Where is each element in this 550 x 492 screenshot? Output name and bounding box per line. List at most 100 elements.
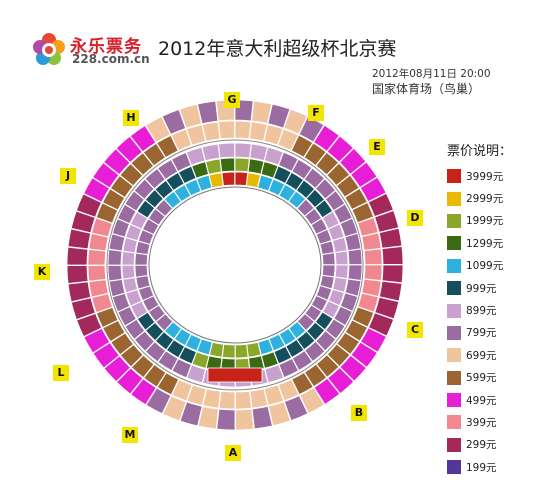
seat-section (264, 146, 284, 166)
seat-section (303, 142, 327, 166)
seat-section (304, 363, 328, 388)
legend-item: 1999元 (447, 210, 547, 232)
seat-section (347, 264, 363, 281)
legend-swatch (447, 191, 461, 206)
seat-section (368, 312, 395, 337)
seat-section (144, 167, 166, 190)
seat-section (367, 192, 394, 218)
seat-section (109, 175, 134, 198)
seat-section (249, 121, 268, 142)
seat-section (216, 408, 236, 431)
seat-section (102, 188, 126, 211)
seat-section (283, 395, 309, 422)
seat-section (119, 163, 144, 187)
seat-section (83, 177, 110, 203)
seat-section (339, 217, 359, 238)
seat-section (162, 395, 187, 422)
seat-section (92, 342, 120, 369)
gate-c-label: C (407, 322, 423, 338)
seat-section (334, 250, 349, 266)
seat-section (263, 384, 285, 406)
seat-section (326, 135, 354, 163)
seat-section (336, 332, 361, 355)
seat-section (350, 161, 378, 188)
logo-flower-icon (33, 33, 65, 65)
seat-section (145, 387, 172, 415)
legend-item: 1099元 (447, 255, 547, 277)
event-venue: 国家体育场（鸟巢） (372, 82, 481, 96)
seat-section (251, 405, 273, 430)
seat-section (156, 134, 179, 159)
seat-section (124, 318, 146, 340)
seat-section (350, 341, 378, 368)
logo-name: 永乐票务 (70, 37, 142, 57)
seat-section (315, 330, 337, 352)
seat-section (102, 320, 126, 343)
seat-section (361, 232, 382, 251)
seat-section (374, 209, 400, 233)
seat-section (303, 167, 326, 189)
seat-section (171, 379, 193, 402)
seat-section (66, 265, 89, 284)
seat-section (171, 358, 192, 379)
seat-section (142, 142, 166, 167)
seat-section (111, 292, 131, 313)
seat-section (177, 165, 197, 185)
legend-label: 899元 (466, 305, 497, 318)
seat-section (185, 146, 206, 166)
seat-section (121, 251, 136, 266)
seat-section (117, 203, 137, 225)
legend-item: 999元 (447, 277, 547, 299)
seat-section (324, 190, 346, 212)
seat-section (291, 350, 313, 371)
seat-section (313, 124, 340, 152)
seat-section (344, 187, 368, 210)
seat-section (191, 351, 210, 369)
seat-section (378, 227, 403, 249)
seat-section (191, 161, 209, 179)
seat-section (336, 174, 360, 198)
seat-section (179, 401, 203, 427)
seat-section (315, 354, 340, 378)
seat-section (327, 366, 355, 395)
seat-section (378, 280, 403, 302)
seat-section (347, 248, 363, 265)
legend-item: 799元 (447, 322, 547, 344)
seat-section (111, 218, 131, 238)
seat-section (115, 135, 143, 164)
seat-section (66, 246, 89, 266)
seat-section (326, 162, 351, 186)
gate-e-label: E (369, 139, 385, 155)
legend-swatch (447, 303, 461, 318)
legend-label: 599元 (466, 372, 497, 385)
logo[interactable]: 永乐票务 228.com.cn (30, 30, 150, 70)
seat-section (267, 103, 291, 129)
event-title: 2012年意大利超级杯北京赛 (158, 38, 397, 60)
seat-section (76, 312, 103, 338)
seat-section (130, 152, 155, 176)
seat-section (201, 121, 221, 142)
seat-section (339, 292, 359, 312)
legend-swatch (447, 258, 461, 273)
seat-section (221, 171, 236, 187)
legend-item: 399元 (447, 411, 547, 433)
price-legend: 票价说明： 3999元 2999元 1999元 1299元 1099元 999元 899元 7… (447, 140, 547, 478)
seat-section (134, 252, 149, 266)
legend-swatch (447, 281, 461, 296)
seat-section (299, 387, 325, 414)
seat-section (374, 296, 400, 320)
legend-item: 199元 (447, 456, 547, 478)
seat-section (186, 364, 206, 384)
seat-section (361, 278, 382, 297)
seat-section (381, 264, 404, 284)
seat-section (234, 120, 252, 140)
seat-section (161, 108, 187, 135)
seat-section (107, 249, 123, 266)
seat-section (116, 367, 144, 395)
seat-section (130, 354, 155, 379)
legend-swatch (447, 213, 461, 228)
seat-section (179, 103, 202, 129)
seat-section (315, 151, 340, 176)
seat-section (133, 178, 155, 200)
seat-section (197, 406, 219, 430)
